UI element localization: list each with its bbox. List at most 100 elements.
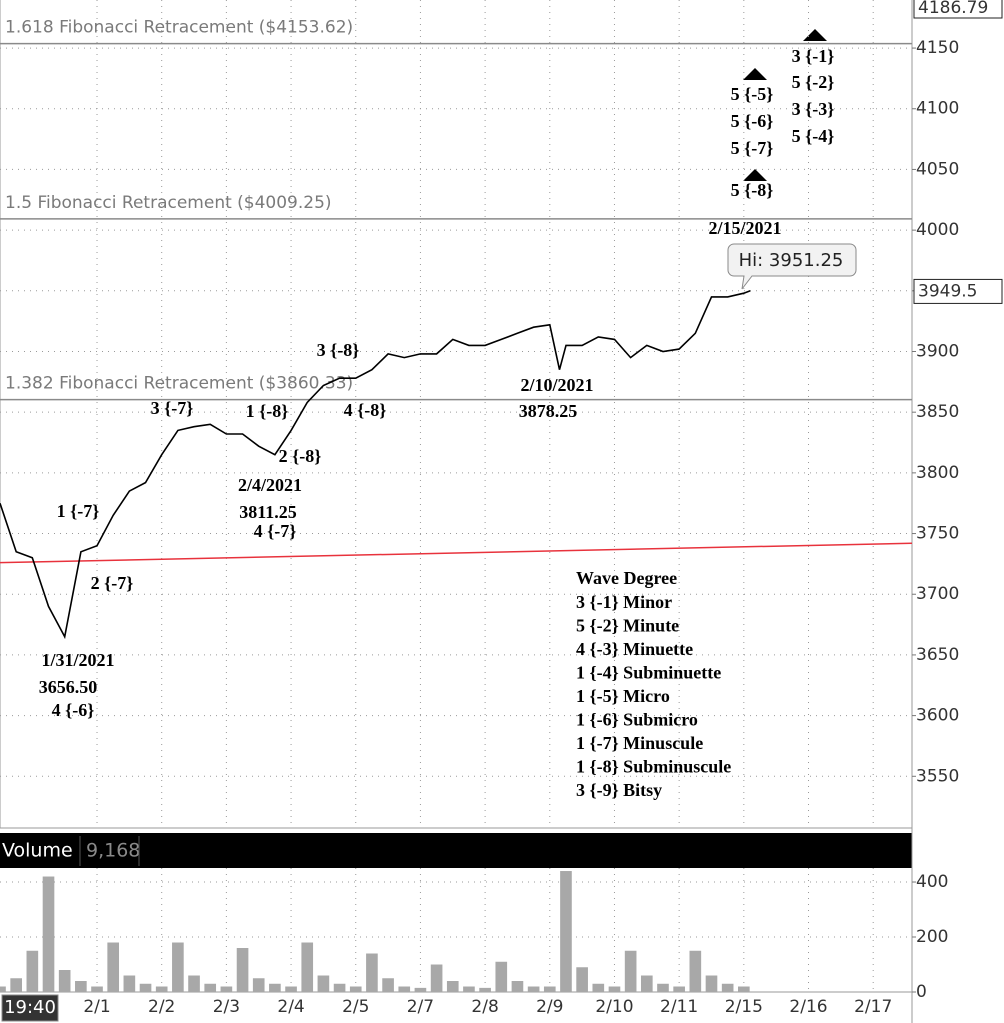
volume-bar <box>560 871 572 992</box>
volume-bar <box>155 986 168 992</box>
volume-bar <box>269 983 281 992</box>
volume-bar <box>446 981 459 992</box>
volume-bar <box>301 942 314 992</box>
volume-bar <box>10 978 22 992</box>
wave-annotation: 4 {-7} <box>254 521 297 541</box>
volume-bar <box>75 981 87 992</box>
wave-annotation: 2 {-7} <box>91 573 134 593</box>
wave-degree-item: 4 {-3} Minuette <box>576 639 693 659</box>
triangle-marker <box>743 169 767 181</box>
wave-annotation: 4 {-8} <box>344 400 387 420</box>
y-tick-label: 3700 <box>916 584 959 604</box>
wave-annotation: 5 {-4} <box>792 126 835 146</box>
y-tick-label: 4000 <box>916 220 959 240</box>
triangle-marker <box>743 68 767 80</box>
wave-annotation: 3 {-8} <box>317 340 360 360</box>
wave-annotation: 5 {-8} <box>731 180 774 200</box>
last-price: 3949.5 <box>918 281 977 301</box>
wave-degree-item: 5 {-2} Minute <box>576 616 679 636</box>
volume-bar <box>543 986 556 992</box>
x-tick-label: 2/15 <box>725 997 763 1017</box>
wave-annotation: 5 {-5} <box>731 84 774 104</box>
x-tick-label: 2/3 <box>213 997 240 1017</box>
wave-annotation: 5 {-2} <box>792 72 835 92</box>
x-tick-label: 2/8 <box>471 997 498 1017</box>
volume-bar <box>657 983 669 992</box>
wave-degree-item: 1 {-5} Micro <box>576 686 670 706</box>
triangle-marker <box>803 29 827 41</box>
volume-bar <box>382 978 394 992</box>
volume-bar <box>624 950 637 992</box>
fib-label: 1.382 Fibonacci Retracement ($3860.33) <box>5 374 353 394</box>
y-tick-label: 3750 <box>916 524 959 544</box>
y-tick-label: 4050 <box>916 159 959 179</box>
volume-bar <box>398 986 411 992</box>
trendline <box>0 542 913 564</box>
volume-bar <box>26 950 39 992</box>
wave-annotation: 3811.25 <box>239 502 297 522</box>
volume-bar <box>463 986 475 992</box>
x-tick-label: 2/1 <box>83 997 110 1017</box>
y-tick-label: 3900 <box>916 341 959 361</box>
y-tick-label: 3850 <box>916 402 959 422</box>
x-tick-label: 2/2 <box>148 997 175 1017</box>
volume-bar <box>349 986 362 992</box>
volume-bar <box>640 975 653 992</box>
volume-bar <box>527 986 540 992</box>
wave-degree-item: 1 {-4} Subminuette <box>576 663 721 683</box>
volume-title: Volume <box>2 840 73 862</box>
volume-bar <box>42 876 55 992</box>
x-tick-label: 2/16 <box>789 997 827 1017</box>
x-axis-band <box>0 993 912 1023</box>
wave-annotation: 2 {-8} <box>279 446 322 466</box>
x-tick-label: 2/7 <box>407 997 434 1017</box>
wave-annotation: 4 {-6} <box>52 700 95 720</box>
wave-annotation: 3656.50 <box>39 677 98 697</box>
y-tick-label: 3550 <box>916 766 959 786</box>
cursor-time: 19:40 <box>4 997 56 1018</box>
volume-bar <box>430 964 443 992</box>
wave-annotation: 1 {-8} <box>246 401 289 421</box>
y-tick-label: 3600 <box>916 706 959 726</box>
last-price-box <box>913 278 1003 304</box>
wave-annotation: 2/4/2021 <box>238 475 302 495</box>
volume-bar <box>738 986 750 992</box>
volume-bar <box>107 942 120 992</box>
volume-bar <box>285 986 297 992</box>
volume-bar <box>479 987 491 992</box>
y-tick-label: 4100 <box>916 99 959 119</box>
wave-degree-item: 1 {-8} Subminuscule <box>576 757 731 777</box>
x-tick-label: 2/11 <box>660 997 698 1017</box>
high-callout <box>727 243 857 290</box>
wave-degree-title: Wave Degree <box>576 568 677 588</box>
wave-annotation: 1/31/2021 <box>41 650 114 670</box>
wave-degree-item: 1 {-7} Minuscule <box>576 733 703 753</box>
y-tick-label: 400 <box>916 872 948 892</box>
top-value: 4186.79 <box>918 0 988 18</box>
volume-bar <box>236 948 249 992</box>
volume-bar <box>511 981 524 992</box>
volume-bar <box>58 970 71 992</box>
x-tick-label: 2/4 <box>277 997 304 1017</box>
wave-annotation: 3 {-7} <box>151 398 194 418</box>
volume-bar <box>689 950 702 992</box>
wave-annotation: 5 {-7} <box>731 138 774 158</box>
volume-bar <box>721 983 734 992</box>
x-tick-label: 2/10 <box>595 997 633 1017</box>
wave-annotation: 5 {-6} <box>731 111 774 131</box>
volume-bar <box>673 986 685 992</box>
x-tick-label: 2/5 <box>342 997 369 1017</box>
volume-bar <box>252 978 265 992</box>
volume-bar <box>317 975 330 992</box>
y-tick-label: 3800 <box>916 463 959 483</box>
volume-bar <box>0 986 6 992</box>
volume-bar <box>220 986 233 992</box>
volume-bar <box>414 987 427 992</box>
volume-bar <box>608 986 621 992</box>
volume-bar <box>172 942 184 992</box>
wave-annotation: 2/10/2021 <box>520 375 593 395</box>
price-line <box>0 290 751 640</box>
volume-header <box>0 833 912 868</box>
